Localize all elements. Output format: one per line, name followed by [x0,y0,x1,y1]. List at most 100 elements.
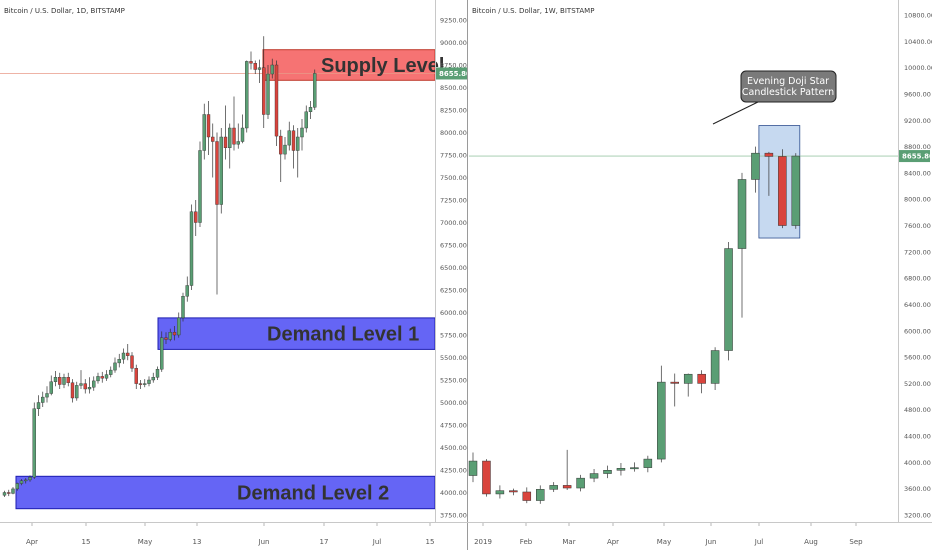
daily-y-tick-label: 6000.00 [440,309,467,317]
weekly-candle-body [482,460,491,495]
daily-candle-body [189,211,194,286]
weekly-candle [643,455,653,473]
weekly-candle-body [630,467,639,470]
daily-candle-body [155,369,160,378]
zone-label-supply: Supply Level [321,55,444,77]
weekly-y-tick-label: 4800.00 [904,406,931,414]
daily-candle-body [296,136,300,151]
weekly-y-tick-label: 3200.00 [904,512,931,520]
zone-demand-1[interactable] [157,317,436,350]
daily-candle-body [164,337,168,340]
daily-candle-body [7,492,11,494]
zone-demand-2[interactable] [15,475,436,510]
weekly-candle-body [576,477,585,489]
weekly-x-tick-label: Sep [849,538,863,546]
daily-candle [36,395,41,416]
daily-y-tick-label: 4500.00 [440,444,467,452]
daily-candle [104,370,109,381]
weekly-candles [468,146,801,504]
weekly-x-tick-label: Apr [607,538,619,546]
zone-supply[interactable] [262,49,436,81]
daily-y-tick-label: 5000.00 [440,399,467,407]
weekly-candle [616,463,626,476]
weekly-candle [576,474,585,492]
daily-candle [232,96,236,151]
daily-candle [2,490,7,497]
daily-y-tick-label: 4000.00 [440,489,467,497]
daily-candle-body [66,377,70,383]
weekly-candle [603,465,612,479]
weekly-candle-body [509,490,518,493]
weekly-time-axis[interactable]: 2019 Feb Mar Apr May Jun Jul Aug Sep [474,522,863,546]
daily-time-axis[interactable]: Apr 15 May 13 Jun 17 Jul 15 [26,522,435,546]
weekly-y-tick-label: 5600.00 [904,354,931,362]
daily-candle-body [181,296,185,319]
daily-chart-panel: Supply Level Demand Level 1 Demand Level 2… [0,0,444,522]
daily-candle [96,372,100,384]
daily-candle [143,379,147,388]
weekly-y-tick-label: 5200.00 [904,380,931,388]
daily-candle-body [240,127,245,142]
daily-candle [121,348,126,364]
daily-candle [160,331,164,372]
weekly-x-tick-label: Mar [562,538,575,546]
daily-candle-body [75,385,79,399]
weekly-candle [509,488,518,496]
daily-candle [206,101,211,155]
daily-candle [138,380,143,389]
daily-candle [262,36,266,128]
daily-y-tick-label: 7500.00 [440,174,467,182]
daily-y-tick-label: 9000.00 [440,39,467,47]
weekly-y-tick-label: 9200.00 [904,117,931,125]
daily-candle [215,132,219,295]
daily-candle [75,381,79,401]
weekly-price-axis[interactable]: 10800.00 10400.00 10000.00 9600.00 9200.00 88… [899,12,932,520]
daily-y-tick-label: 8500.00 [440,84,467,92]
daily-candle [257,59,262,83]
daily-candle [109,366,113,378]
callout-pointer [712,100,761,125]
weekly-y-tick-label: 8800.00 [904,143,931,151]
weekly-candle-body [495,490,505,495]
daily-candle [279,129,283,182]
daily-candle [126,344,130,361]
weekly-candle-body [562,485,572,489]
callout-text-line: Candlestick Pattern [742,87,834,98]
weekly-x-tick-label: Feb [520,538,533,546]
weekly-candle [482,459,491,497]
daily-y-tick-label: 8250.00 [440,107,467,115]
daily-price-axis[interactable]: 9250.00 9000.00 8750.00 8500.00 8250.00 8000.… [436,17,471,520]
daily-x-tick-label: Jun [258,538,270,546]
callout-box[interactable] [740,70,837,103]
daily-candle-body [15,483,19,490]
weekly-candle-body [764,152,774,157]
daily-candle [79,370,83,389]
daily-x-tick-label: 17 [320,538,329,546]
weekly-candle [724,241,733,361]
zone-label-demand-1: Demand Level 1 [267,324,419,346]
daily-x-tick-label: 15 [82,538,91,546]
daily-candle-body [211,136,215,142]
daily-candle [300,119,304,151]
daily-candle [283,137,287,160]
daily-candle-body [151,377,155,381]
daily-candle-body [304,111,308,129]
daily-y-tick-label: 4250.00 [440,467,467,475]
daily-candle [304,105,308,133]
weekly-y-tick-label: 4400.00 [904,433,931,441]
daily-candle-body [96,376,100,382]
daily-last-price-tag [436,67,467,80]
weekly-y-tick-label: 10400.00 [904,38,932,46]
weekly-candle [670,373,679,407]
daily-candle-body [313,73,317,108]
daily-candle [87,377,92,394]
weekly-candle [751,146,760,193]
weekly-candle-body [737,179,747,249]
weekly-candle-body [670,381,679,384]
daily-y-tick-label: 9250.00 [440,17,467,25]
daily-candle-body [283,144,287,155]
daily-candle-body [24,479,28,482]
daily-candle-body [130,355,134,369]
